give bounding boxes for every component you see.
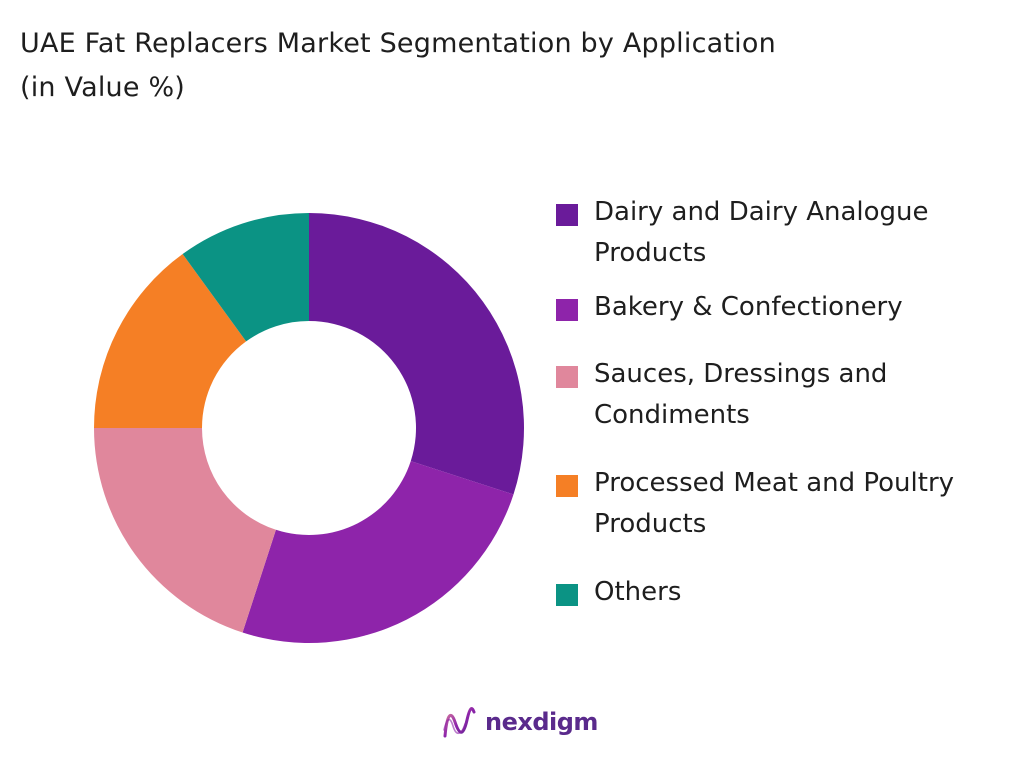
legend-label-dairy: Dairy and Dairy Analogue Products (594, 197, 929, 268)
legend-label-sauces: Sauces, Dressings and Condiments (594, 359, 888, 430)
legend-swatch-dairy (556, 204, 578, 226)
legend-label-processed-meat: Processed Meat and Poultry Products (594, 468, 955, 539)
legend-swatch-bakery (556, 299, 578, 321)
nexdigm-wave-logo-icon (443, 707, 476, 738)
donut-slice-dairy[interactable] (309, 213, 525, 495)
donut-slice-sauces[interactable] (94, 428, 276, 633)
legend-swatch-others (556, 584, 578, 606)
legend-swatch-sauces (556, 366, 578, 388)
donut-slice-processed-meat[interactable] (94, 254, 247, 428)
donut-slice-others[interactable] (182, 213, 309, 342)
legend-swatch-processed-meat (556, 475, 578, 497)
donut-slices (94, 213, 525, 643)
brand-name: nexdigm (485, 708, 598, 736)
legend-label-others: Others (594, 577, 682, 607)
chart-title: UAE Fat Replacers Market Segmentation by… (20, 28, 776, 103)
legend-label-bakery: Bakery & Confectionery (594, 292, 903, 322)
donut-slice-bakery[interactable] (242, 461, 514, 643)
brand-logo: nexdigm (441, 704, 601, 744)
